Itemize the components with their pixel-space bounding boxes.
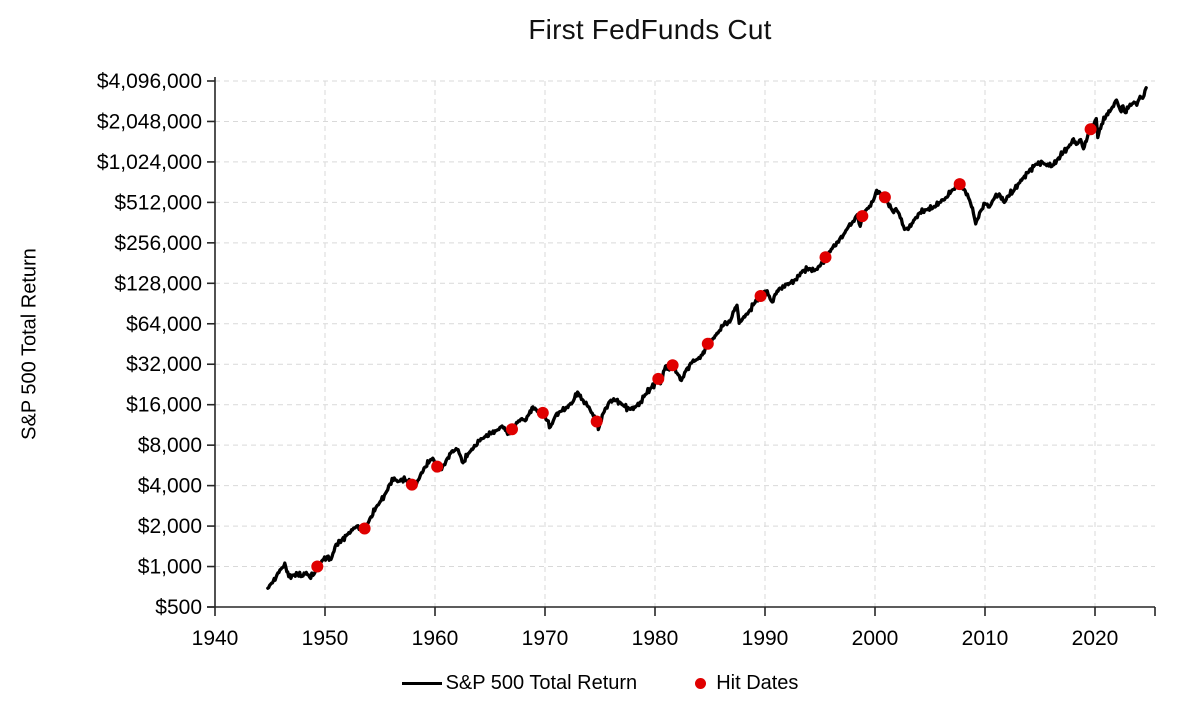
x-tick-label: 2010 [962, 627, 1009, 650]
hit-date-marker [506, 423, 518, 436]
legend-item-hit-dates: Hit Dates [695, 672, 798, 695]
hit-date-marker [405, 478, 418, 491]
y-tick-label: $64,000 [126, 313, 202, 336]
y-tick-label: $2,000 [138, 515, 202, 538]
y-tick-label: $1,024,000 [97, 151, 202, 174]
y-tick-label: $128,000 [114, 272, 202, 295]
y-tick-label: $16,000 [126, 394, 202, 417]
hit-date-marker [311, 560, 324, 573]
hit-date-marker [590, 415, 603, 428]
hit-date-marker [358, 522, 371, 535]
hit-date-marker [856, 210, 869, 223]
x-tick-label: 1970 [522, 627, 569, 650]
x-tick-label: 1940 [192, 627, 239, 650]
y-tick-label: $4,000 [138, 475, 202, 498]
y-tick-label: $512,000 [114, 191, 202, 214]
hit-date-marker [431, 460, 444, 473]
y-tick-label: $2,048,000 [97, 110, 202, 133]
chart-title: First FedFunds Cut [528, 14, 772, 45]
x-tick-label: 1980 [632, 627, 679, 650]
y-tick-label: $1,000 [138, 556, 202, 579]
x-tick-label: 1950 [302, 627, 349, 650]
chart-legend: S&P 500 Total Return Hit Dates [0, 672, 1200, 695]
legend-label-sp500: S&P 500 Total Return [445, 672, 638, 694]
hit-date-marker [819, 251, 832, 264]
hit-date-marker [754, 290, 767, 302]
hit-date-marker [652, 372, 665, 385]
x-tick-label: 2000 [852, 627, 899, 650]
y-tick-label: $4,096,000 [97, 70, 202, 93]
hit-date-marker [666, 359, 679, 372]
x-tick-label: 1960 [412, 627, 459, 650]
x-tick-label: 1990 [742, 627, 789, 650]
y-tick-label: $8,000 [138, 434, 202, 457]
hit-dates-dot-swatch [695, 678, 707, 689]
line-series-swatch [401, 682, 442, 685]
legend-label-hit-dates: Hit Dates [716, 672, 799, 694]
y-tick-label: $500 [155, 596, 202, 619]
hit-date-marker [878, 191, 891, 204]
hit-date-marker [1084, 123, 1097, 136]
hit-date-marker [953, 178, 966, 191]
hit-date-marker [536, 406, 549, 419]
hit-date-marker [701, 337, 714, 350]
x-tick-label: 2020 [1072, 627, 1119, 650]
y-tick-label: $256,000 [114, 232, 202, 255]
legend-item-sp500: S&P 500 Total Return [401, 672, 638, 695]
y-tick-label: $32,000 [126, 353, 202, 376]
